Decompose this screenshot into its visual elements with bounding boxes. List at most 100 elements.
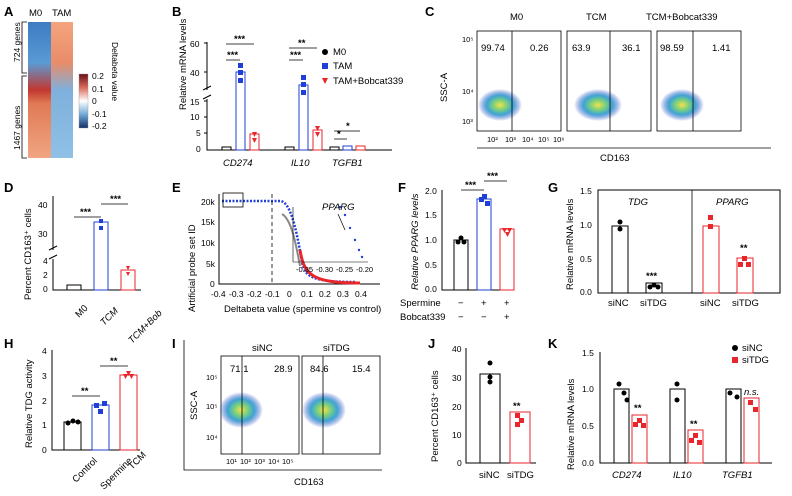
y-tick-label: 0.0 bbox=[582, 458, 594, 468]
axis-label-y: Relative TDG activity bbox=[24, 359, 35, 448]
legend-label: siTDG bbox=[742, 355, 769, 366]
row-value: − bbox=[481, 312, 487, 323]
x-tick-label: 0.1 bbox=[301, 289, 313, 299]
axis-label-y: Relative mRNA levels bbox=[565, 198, 576, 290]
axis-label-y: SSC-A bbox=[439, 72, 450, 102]
y-tick-label: 10 bbox=[452, 430, 462, 440]
y-tick-label: 0.5 bbox=[580, 254, 592, 264]
plot-title: TCM bbox=[586, 12, 607, 23]
y-tick-label: 10⁵ bbox=[206, 373, 217, 382]
x-tick-label: siNC bbox=[479, 470, 500, 481]
y-tick-label: 0 bbox=[43, 284, 48, 294]
row-label: Bobcat339 bbox=[400, 312, 445, 323]
panel-a: A M0 TAM 724 genes 1467 genes 0.2 0.1 0 … bbox=[4, 4, 120, 159]
quadrant-pct: 0.26 bbox=[530, 43, 549, 54]
group-title: TDG bbox=[628, 197, 648, 208]
y-tick-label: 15k bbox=[201, 217, 215, 227]
axis-label-y: SSC-A bbox=[189, 390, 200, 420]
axis-label-x: CD163 bbox=[294, 477, 324, 488]
x-tick-label: 10² bbox=[240, 457, 251, 466]
panel-label-b: B bbox=[172, 4, 181, 19]
axis-label-y: Percent CD163⁺ cells bbox=[23, 208, 34, 300]
sig-mark: *** bbox=[234, 34, 245, 45]
panel-label-d: D bbox=[4, 180, 13, 195]
axis-label-y: Relative mRNA levels bbox=[566, 378, 577, 470]
panel-e: E Artificial probe set ID 20k 15k 10k 5k… bbox=[172, 180, 381, 315]
row-value: + bbox=[504, 298, 510, 309]
quadrant-pct: 15.4 bbox=[352, 364, 371, 375]
sig-mark: *** bbox=[465, 180, 476, 191]
row-value: + bbox=[481, 298, 487, 309]
x-tick-label: IL10 bbox=[291, 158, 310, 169]
x-tick-label: IL10 bbox=[673, 470, 692, 481]
x-tick-label: 0.3 bbox=[337, 289, 349, 299]
x-tick-label: TCM bbox=[98, 306, 120, 328]
y-tick-label: 10³ bbox=[462, 117, 473, 126]
legend-tick: -0.2 bbox=[92, 121, 107, 131]
x-tick-label: 10¹ bbox=[226, 457, 237, 466]
panel-label-g: G bbox=[548, 180, 558, 195]
quadrant-pct: 1.41 bbox=[712, 43, 731, 54]
heatmap-column-m0 bbox=[28, 22, 51, 158]
legend-tick: 0.2 bbox=[92, 71, 104, 81]
y-tick-label: 30 bbox=[452, 373, 462, 383]
y-tick-label: 20k bbox=[201, 197, 215, 207]
sig-mark: *** bbox=[290, 50, 301, 61]
x-tick-label: TCM+Bob bbox=[126, 308, 164, 346]
axis-label-y: Relative mRNA levels bbox=[178, 18, 189, 110]
y-tick-label: 2 bbox=[43, 270, 48, 280]
inset-tick: -0.20 bbox=[356, 265, 373, 274]
sig-mark: ** bbox=[513, 401, 521, 412]
x-tick-label: siTDG bbox=[640, 298, 667, 309]
legend-title: Deltabeta value bbox=[110, 42, 120, 101]
x-tick-label: 10³ bbox=[254, 457, 265, 466]
x-tick-label: -0.1 bbox=[265, 289, 280, 299]
heatmap-row-brackets bbox=[21, 21, 27, 159]
x-tick-label: -0.2 bbox=[247, 289, 262, 299]
y-tick-label: 15 bbox=[190, 97, 200, 107]
y-tick-label: 40 bbox=[452, 344, 462, 354]
plot-title: M0 bbox=[510, 12, 523, 23]
x-tick-label: CD274 bbox=[223, 158, 253, 169]
legend-label: M0 bbox=[333, 47, 346, 58]
y-tick-label: 0.5 bbox=[425, 260, 437, 270]
x-tick-label: TGFB1 bbox=[722, 470, 753, 481]
y-tick-label: 10⁴ bbox=[462, 87, 474, 96]
x-tick-label: 10³ bbox=[505, 135, 516, 144]
heatmap-col-tam: TAM bbox=[52, 8, 71, 19]
y-tick-label: 0 bbox=[457, 458, 462, 468]
y-tick-label: 60 bbox=[190, 39, 200, 49]
legend-tick: 0.1 bbox=[92, 84, 104, 94]
x-tick-label: M0 bbox=[73, 303, 90, 320]
panel-label-j: J bbox=[428, 336, 435, 351]
y-tick-label: 0.0 bbox=[580, 287, 592, 297]
x-tick-label: Control bbox=[70, 456, 99, 485]
bar bbox=[342, 145, 353, 151]
panel-label-h: H bbox=[4, 336, 13, 351]
y-tick-label: 10 bbox=[190, 112, 200, 122]
y-ticks: 60 40 15 10 5 0 bbox=[190, 39, 201, 154]
panel-label-c: C bbox=[425, 4, 435, 19]
panel-i: I SSC-A 10⁵ 10⁵ 10⁴ siNC siTDG 71.1 28.9… bbox=[172, 336, 382, 488]
axis-label-y: Relative PPARG levels bbox=[410, 193, 421, 290]
panel-b: B Relative mRNA levels 60 40 15 10 5 0 *… bbox=[172, 4, 403, 169]
heatmap-rows-1467: 1467 genes bbox=[12, 106, 22, 150]
y-tick-label: 1.5 bbox=[580, 186, 592, 196]
y-tick-label: 1.0 bbox=[425, 235, 437, 245]
row-value: − bbox=[458, 298, 464, 309]
y-tick-label: 5 bbox=[196, 128, 201, 138]
quadrant-pct: 84.6 bbox=[310, 364, 329, 375]
sig-mark: ** bbox=[298, 38, 306, 49]
y-tick-label: 40 bbox=[190, 68, 200, 78]
sig-mark: ** bbox=[110, 356, 118, 367]
panel-label-k: K bbox=[548, 336, 558, 351]
x-tick-label: -0.3 bbox=[229, 289, 244, 299]
heatmap-column-tam bbox=[51, 22, 73, 158]
sig-mark: *** bbox=[110, 194, 121, 205]
panel-c: C SSC-A 10⁵ 10⁴ 10³ M0 TCM TCM+Bobcat339… bbox=[425, 4, 771, 164]
sig-mark: ** bbox=[740, 243, 748, 254]
panel-j: J Percent CD163⁺ cells 40 30 20 10 0 ** … bbox=[428, 336, 536, 481]
y-tick-label: 1.5 bbox=[425, 210, 437, 220]
legend-tick: -0.1 bbox=[92, 109, 107, 119]
x-tick-label: TCM bbox=[126, 450, 148, 472]
